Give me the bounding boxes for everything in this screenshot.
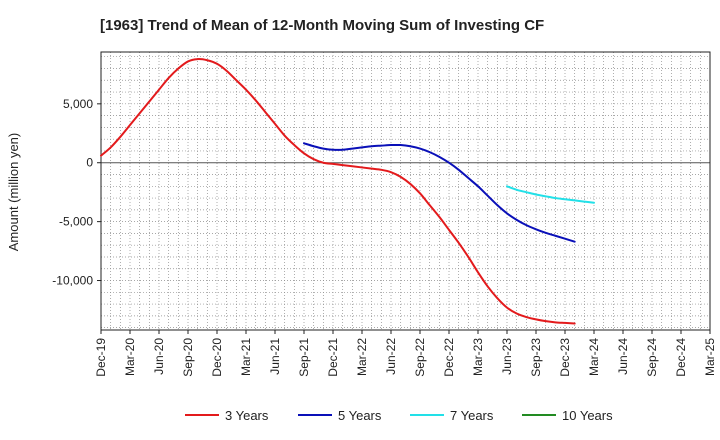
x-tick-label: Mar-23 — [471, 338, 485, 376]
x-tick-label: Mar-21 — [239, 338, 253, 376]
y-tick-label: -10,000 — [52, 274, 93, 288]
x-tick-label: Sep-20 — [181, 338, 195, 377]
y-tick-label: -5,000 — [59, 215, 93, 229]
x-tick-label: Dec-22 — [442, 338, 456, 377]
y-tick-label: 5,000 — [63, 97, 93, 111]
x-tick-label: Jun-20 — [152, 338, 166, 375]
series-line-7-years — [506, 185, 595, 204]
legend: 3 Years 5 Years 7 Years 10 Years — [185, 408, 613, 423]
x-tick-label: Dec-23 — [558, 338, 572, 377]
plot-area: 5,000 0 -5,000 -10,000 Dec-19 Mar-20 Jun-20 Sep… — [52, 51, 717, 377]
legend-label: 3 Years — [225, 408, 269, 423]
x-tick-label: Mar-25 — [703, 338, 717, 376]
x-tick-label: Sep-24 — [645, 338, 659, 377]
plot-background — [101, 52, 710, 330]
x-tick-label: Mar-24 — [587, 338, 601, 376]
x-tick-label: Dec-24 — [674, 338, 688, 377]
x-tick-label: Jun-21 — [268, 338, 282, 375]
legend-label: 5 Years — [338, 408, 382, 423]
x-tick-label: Sep-21 — [297, 338, 311, 377]
series-line-3-years — [100, 58, 576, 325]
y-axis-label: Amount (million yen) — [6, 133, 21, 252]
x-tick-label: Dec-21 — [326, 338, 340, 377]
plot-border — [100, 51, 711, 331]
x-tick-label: Sep-23 — [529, 338, 543, 377]
x-tick-label: Mar-20 — [123, 338, 137, 376]
y-tick-label: 0 — [86, 156, 93, 170]
x-tick-label: Dec-19 — [94, 338, 108, 377]
series-line-5-years — [303, 142, 576, 243]
x-tick-label: Dec-20 — [210, 338, 224, 377]
x-tick-label: Jun-24 — [616, 338, 630, 375]
legend-label: 10 Years — [562, 408, 613, 423]
legend-label: 7 Years — [450, 408, 494, 423]
x-tick-label: Mar-22 — [355, 338, 369, 376]
x-tick-label: Jun-23 — [500, 338, 514, 375]
x-tick-label: Jun-22 — [384, 338, 398, 375]
chart-title: [1963] Trend of Mean of 12-Month Moving … — [100, 17, 544, 34]
x-tick-label: Sep-22 — [413, 338, 427, 377]
